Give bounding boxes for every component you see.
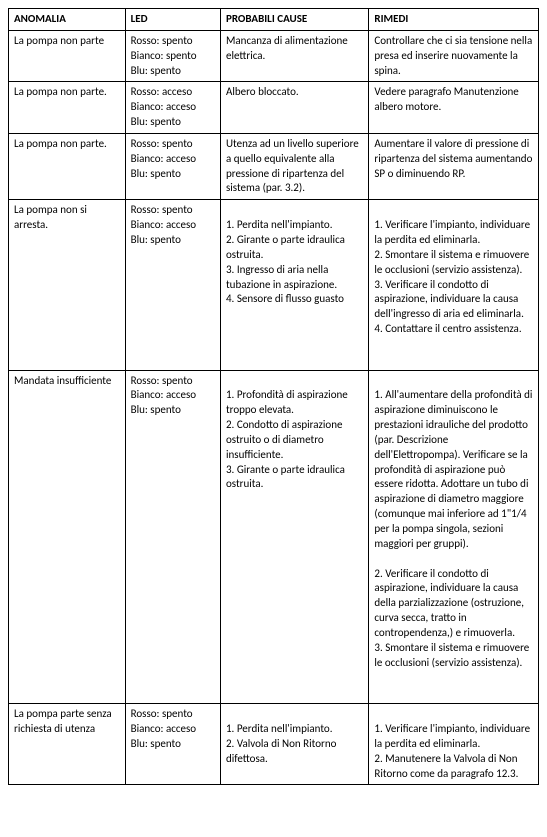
table-row: La pompa non parte.Rosso: accesoBianco: … bbox=[9, 82, 539, 134]
cell-cause: Mancanza di alimentazione elettrica. bbox=[220, 30, 368, 82]
cell-cause: 1. Perdita nell'impianto. 2. Girante o p… bbox=[220, 200, 368, 370]
table-row: La pompa parte senza richiesta di utenza… bbox=[9, 704, 539, 785]
led-bianco: Bianco: acceso bbox=[131, 218, 215, 233]
cell-anomalia: La pompa non parte bbox=[9, 30, 126, 82]
header-anomalia: ANOMALIA bbox=[9, 9, 126, 31]
led-blu: Blu: spento bbox=[131, 403, 215, 418]
led-rosso: Rosso: spento bbox=[131, 203, 215, 218]
led-rosso: Rosso: acceso bbox=[131, 85, 215, 100]
led-rosso: Rosso: spento bbox=[131, 707, 215, 722]
cell-rimedi: Controllare che ci sia tensione nella pr… bbox=[369, 30, 539, 82]
led-bianco: Bianco: spento bbox=[131, 49, 215, 64]
cell-led: Rosso: spentoBianco: accesoBlu: spento bbox=[125, 370, 220, 704]
cell-rimedi: Vedere paragrafo Manutenzione albero mot… bbox=[369, 82, 539, 134]
cell-anomalia: Mandata insufficiente bbox=[9, 370, 126, 704]
led-bianco: Bianco: acceso bbox=[131, 388, 215, 403]
led-rosso: Rosso: spento bbox=[131, 34, 215, 49]
cell-led: Rosso: spentoBianco: accesoBlu: spento bbox=[125, 704, 220, 785]
cell-cause: 1. Profondità di aspirazione troppo elev… bbox=[220, 370, 368, 704]
header-cause: PROBABILI CAUSE bbox=[220, 9, 368, 31]
table-row: La pompa non parteRosso: spentoBianco: s… bbox=[9, 30, 539, 82]
table-row: La pompa non si arresta.Rosso: spentoBia… bbox=[9, 200, 539, 370]
led-rosso: Rosso: spento bbox=[131, 137, 215, 152]
troubleshooting-table: ANOMALIA LED PROBABILI CAUSE RIMEDI La p… bbox=[8, 8, 539, 785]
cell-anomalia: La pompa non si arresta. bbox=[9, 200, 126, 370]
cell-anomalia: La pompa non parte. bbox=[9, 82, 126, 134]
table-body: La pompa non parteRosso: spentoBianco: s… bbox=[9, 30, 539, 785]
led-bianco: Bianco: acceso bbox=[131, 152, 215, 167]
cell-rimedi: 1. Verificare l'impianto, individuare la… bbox=[369, 200, 539, 370]
led-bianco: Bianco: acceso bbox=[131, 722, 215, 737]
table-row: Mandata insufficienteRosso: spentoBianco… bbox=[9, 370, 539, 704]
table-row: La pompa non parte.Rosso: spentoBianco: … bbox=[9, 133, 539, 199]
cell-cause: Albero bloccato. bbox=[220, 82, 368, 134]
header-led: LED bbox=[125, 9, 220, 31]
led-blu: Blu: spento bbox=[131, 64, 215, 79]
cell-led: Rosso: spentoBianco: accesoBlu: spento bbox=[125, 133, 220, 199]
cell-anomalia: La pompa parte senza richiesta di utenza bbox=[9, 704, 126, 785]
cell-rimedi: 1. All'aumentare della profondità di asp… bbox=[369, 370, 539, 704]
cell-cause: 1. Perdita nell'impianto. 2. Valvola di … bbox=[220, 704, 368, 785]
cell-rimedi: Aumentare il valore di pressione di ripa… bbox=[369, 133, 539, 199]
led-blu: Blu: spento bbox=[131, 167, 215, 182]
led-blu: Blu: spento bbox=[131, 233, 215, 248]
header-rimedi: RIMEDI bbox=[369, 9, 539, 31]
cell-rimedi: 1. Verificare l'impianto, individuare la… bbox=[369, 704, 539, 785]
cell-led: Rosso: spentoBianco: spentoBlu: spento bbox=[125, 30, 220, 82]
led-rosso: Rosso: spento bbox=[131, 374, 215, 389]
header-row: ANOMALIA LED PROBABILI CAUSE RIMEDI bbox=[9, 9, 539, 31]
led-blu: Blu: spento bbox=[131, 115, 215, 130]
led-blu: Blu: spento bbox=[131, 737, 215, 752]
cell-cause: Utenza ad un livello superiore a quello … bbox=[220, 133, 368, 199]
cell-anomalia: La pompa non parte. bbox=[9, 133, 126, 199]
cell-led: Rosso: accesoBianco: accesoBlu: spento bbox=[125, 82, 220, 134]
led-bianco: Bianco: acceso bbox=[131, 100, 215, 115]
cell-led: Rosso: spentoBianco: accesoBlu: spento bbox=[125, 200, 220, 370]
